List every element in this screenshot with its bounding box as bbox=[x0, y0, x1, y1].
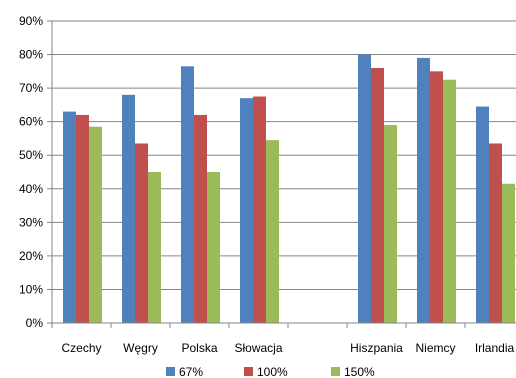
y-tick-label: 50% bbox=[19, 148, 43, 162]
legend-swatch bbox=[166, 367, 175, 376]
bar bbox=[240, 98, 253, 323]
bar bbox=[148, 172, 161, 323]
y-tick-label: 20% bbox=[19, 249, 43, 263]
y-tick-label: 80% bbox=[19, 48, 43, 62]
bar bbox=[358, 54, 371, 324]
bar bbox=[266, 140, 279, 323]
x-axis-category-labels: Czechy Węgry Polska Słowacja Hiszpania Niemcy… bbox=[61, 341, 514, 355]
bar bbox=[417, 57, 430, 324]
bar bbox=[194, 114, 207, 323]
y-tick-label: 90% bbox=[19, 14, 43, 28]
bar bbox=[384, 125, 397, 324]
bar bbox=[253, 96, 266, 323]
bar bbox=[430, 71, 443, 323]
bar bbox=[489, 143, 502, 323]
bar bbox=[63, 111, 76, 323]
legend-swatch bbox=[331, 367, 340, 376]
y-tick-label: 60% bbox=[19, 115, 43, 129]
legend-swatch bbox=[244, 367, 253, 376]
bar bbox=[371, 67, 384, 323]
x-category-label: Czechy bbox=[61, 341, 101, 355]
x-category-label: Polska bbox=[181, 341, 217, 355]
legend-label: 67% bbox=[179, 365, 203, 378]
bar bbox=[135, 143, 148, 323]
x-category-label: Niemcy bbox=[415, 341, 455, 355]
legend-label: 150% bbox=[344, 365, 375, 378]
bar bbox=[89, 126, 102, 323]
legend-label: 100% bbox=[257, 365, 288, 378]
bar bbox=[476, 106, 489, 323]
y-tick-label: 40% bbox=[19, 182, 43, 196]
y-axis-tick-labels: 0% 10% 20% 30% 40% 50% 60% 70% 80% 90% bbox=[19, 14, 43, 330]
x-category-label: Irlandia bbox=[475, 341, 515, 355]
y-tick-label: 0% bbox=[26, 316, 44, 330]
legend: 67% 100% 150% bbox=[166, 365, 375, 378]
x-category-label: Słowacja bbox=[234, 341, 282, 355]
y-tick-label: 30% bbox=[19, 215, 43, 229]
bars bbox=[63, 54, 515, 324]
bar bbox=[76, 114, 89, 323]
y-tick-label: 10% bbox=[19, 282, 43, 296]
bar bbox=[443, 79, 456, 323]
x-category-label: Węgry bbox=[123, 341, 158, 355]
bar bbox=[122, 94, 135, 323]
y-tick-label: 70% bbox=[19, 81, 43, 95]
bar bbox=[207, 172, 220, 323]
bar bbox=[502, 183, 515, 323]
axes bbox=[47, 20, 516, 328]
bar bbox=[181, 66, 194, 324]
x-category-label: Hiszpania bbox=[350, 341, 403, 355]
